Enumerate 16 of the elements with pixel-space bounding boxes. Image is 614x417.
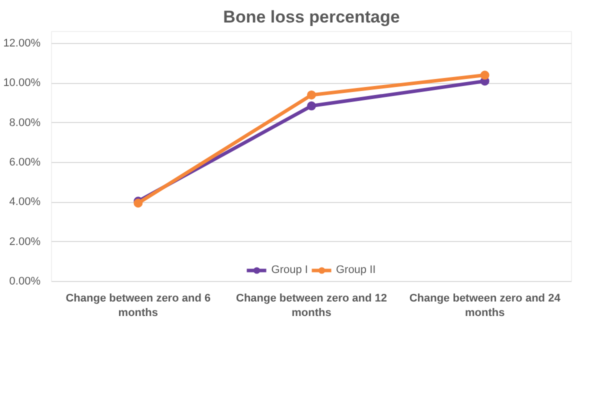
y-tick-label: 8.00% (9, 116, 41, 129)
x-tick-label: Change between zero and 6 months (66, 292, 211, 319)
y-tick-label: 2.00% (9, 236, 41, 248)
legend-label: Group II (336, 263, 376, 277)
point (307, 101, 316, 110)
point (307, 90, 316, 100)
chart-title: Bone loss percentage (223, 8, 400, 26)
y-tick-label: 6.00% (9, 156, 41, 168)
y-tick-label: 10.00% (3, 77, 41, 90)
y-tick-label: 4.00% (9, 196, 41, 208)
point (480, 70, 490, 80)
y-tick-label: 0.00% (9, 276, 41, 288)
y-tick-label: 12.00% (3, 37, 41, 50)
x-tick-label: Change between zero and 24 months (409, 292, 562, 319)
legend-label: Group I (271, 263, 308, 277)
x-tick-label: Change between zero and 12 months (236, 292, 387, 319)
